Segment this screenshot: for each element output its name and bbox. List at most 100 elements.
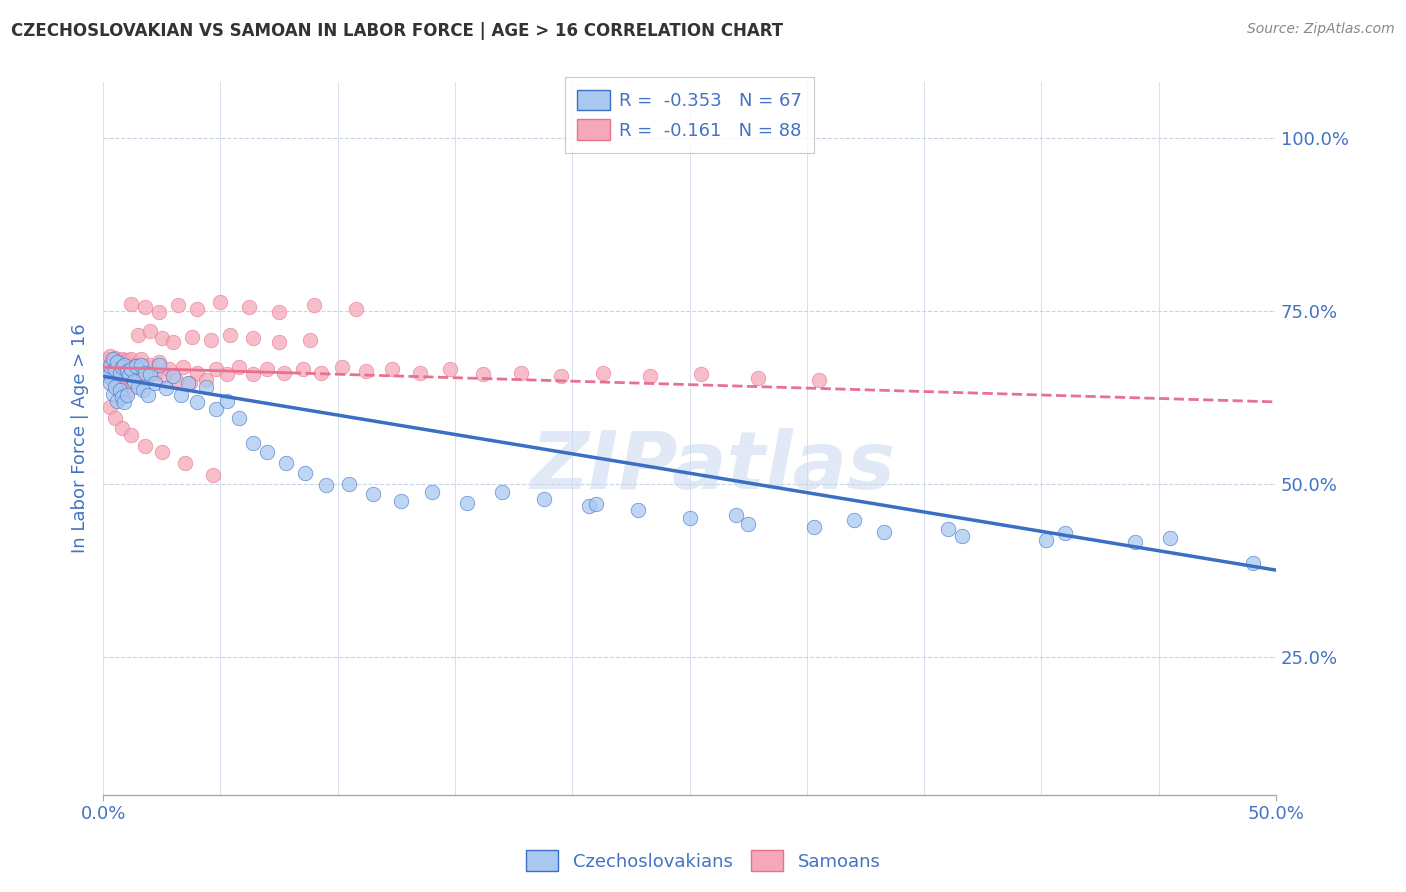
Point: [122, 374, 145, 388]
Point: [627, 503, 650, 517]
Point: [143, 366, 166, 380]
Point: [381, 362, 404, 376]
Point: [120, 362, 142, 376]
Point: [174, 456, 197, 470]
Point: [267, 334, 290, 349]
Text: Source: ZipAtlas.com: Source: ZipAtlas.com: [1247, 22, 1395, 37]
Point: [315, 478, 337, 492]
Point: [169, 388, 191, 402]
Point: [115, 385, 138, 400]
Point: [97, 366, 120, 380]
Point: [101, 374, 124, 388]
Point: [115, 388, 138, 402]
Point: [162, 334, 184, 349]
Point: [111, 360, 134, 375]
Point: [1035, 533, 1057, 548]
Point: [332, 360, 354, 375]
Point: [108, 383, 131, 397]
Point: [186, 395, 208, 409]
Point: [195, 373, 218, 387]
Point: [256, 445, 278, 459]
Point: [101, 386, 124, 401]
Point: [97, 369, 120, 384]
Point: [127, 380, 149, 394]
Point: [98, 359, 121, 373]
Point: [104, 373, 127, 387]
Point: [737, 516, 759, 531]
Point: [842, 512, 865, 526]
Point: [302, 298, 325, 312]
Point: [98, 401, 121, 415]
Point: [228, 360, 250, 375]
Point: [115, 353, 138, 368]
Point: [807, 373, 830, 387]
Point: [105, 393, 128, 408]
Point: [118, 368, 141, 382]
Point: [111, 390, 134, 404]
Point: [936, 522, 959, 536]
Point: [346, 302, 368, 317]
Point: [311, 366, 333, 380]
Point: [134, 359, 156, 373]
Point: [242, 331, 264, 345]
Point: [1053, 526, 1076, 541]
Point: [267, 305, 290, 319]
Point: [94, 360, 117, 375]
Point: [112, 358, 135, 372]
Point: [134, 366, 156, 380]
Point: [98, 376, 121, 391]
Point: [294, 467, 316, 481]
Point: [256, 362, 278, 376]
Point: [509, 366, 531, 380]
Point: [105, 355, 128, 369]
Point: [150, 331, 173, 345]
Point: [242, 368, 264, 382]
Point: [112, 383, 135, 397]
Point: [1241, 556, 1264, 570]
Point: [242, 436, 264, 450]
Point: [950, 528, 973, 542]
Point: [101, 353, 124, 368]
Point: [491, 484, 513, 499]
Point: [104, 410, 127, 425]
Point: [585, 497, 607, 511]
Point: [108, 353, 131, 368]
Legend: Czechoslovakians, Samoans: Czechoslovakians, Samoans: [519, 843, 887, 879]
Point: [165, 373, 187, 387]
Point: [179, 376, 201, 391]
Point: [186, 366, 208, 380]
Point: [155, 381, 177, 395]
Point: [120, 428, 142, 442]
Point: [678, 511, 700, 525]
Point: [204, 362, 226, 376]
Point: [153, 369, 176, 384]
Point: [747, 371, 769, 385]
Point: [238, 300, 260, 314]
Point: [120, 351, 142, 366]
Point: [120, 296, 142, 310]
Point: [409, 366, 432, 380]
Point: [439, 362, 461, 376]
Point: [172, 360, 194, 375]
Point: [127, 373, 149, 387]
Point: [202, 468, 225, 483]
Point: [111, 351, 134, 366]
Point: [136, 388, 159, 402]
Point: [112, 395, 135, 409]
Point: [98, 349, 121, 363]
Point: [122, 364, 145, 378]
Point: [456, 496, 478, 510]
Point: [873, 524, 896, 539]
Point: [111, 381, 134, 395]
Point: [578, 499, 600, 513]
Point: [186, 302, 208, 317]
Point: [638, 369, 661, 384]
Point: [420, 484, 443, 499]
Point: [291, 362, 314, 376]
Point: [118, 359, 141, 373]
Point: [533, 491, 555, 506]
Point: [1123, 535, 1146, 549]
Point: [127, 327, 149, 342]
Point: [98, 369, 121, 384]
Point: [181, 330, 204, 344]
